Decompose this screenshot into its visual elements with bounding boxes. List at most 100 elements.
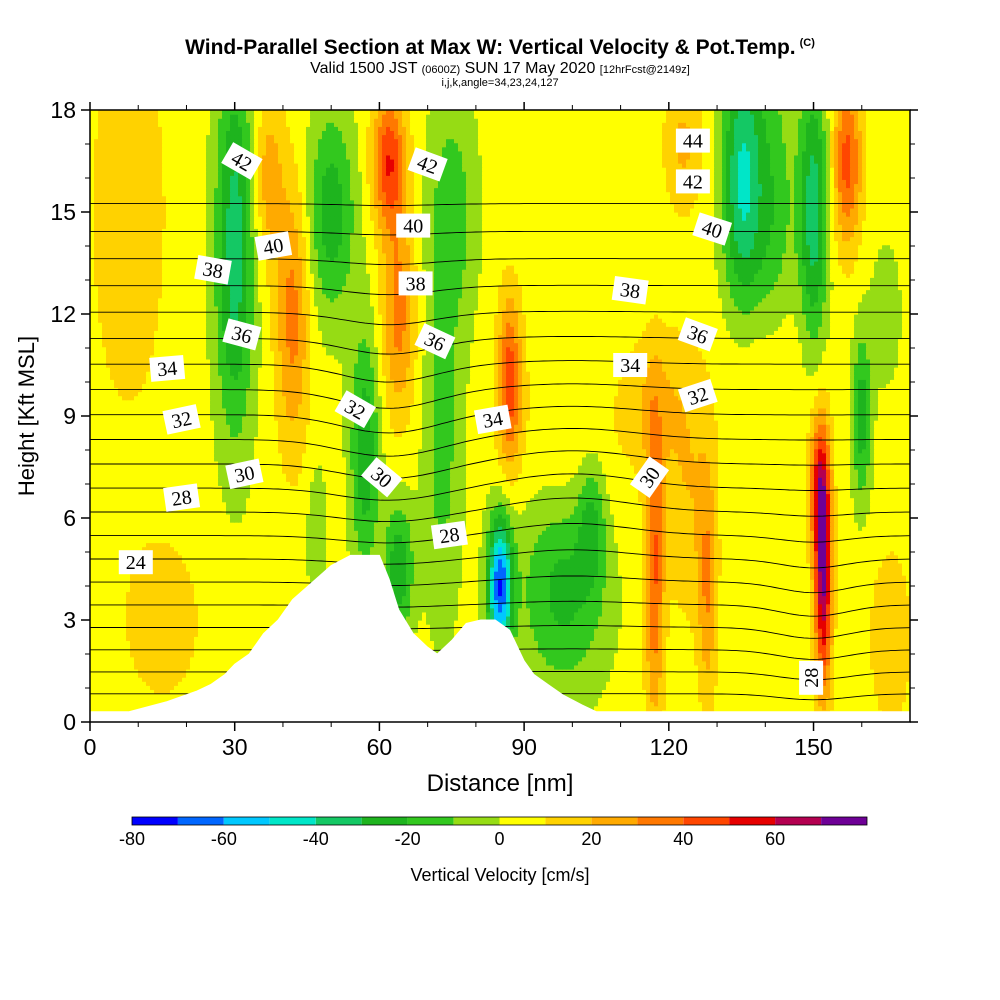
velocity-cell	[182, 656, 187, 662]
velocity-cell	[902, 685, 907, 690]
velocity-cell	[226, 640, 231, 646]
velocity-cell	[758, 668, 763, 674]
velocity-cell	[726, 628, 731, 633]
velocity-cell	[734, 685, 739, 690]
velocity-cell	[166, 632, 171, 637]
velocity-cell	[578, 644, 583, 650]
velocity-cell	[166, 697, 171, 703]
velocity-cell	[690, 701, 695, 707]
velocity-cell	[870, 660, 875, 666]
velocity-cell	[630, 632, 635, 637]
velocity-cell	[150, 620, 155, 625]
velocity-cell	[878, 689, 883, 695]
velocity-cell	[442, 632, 447, 637]
velocity-cell	[698, 624, 703, 629]
velocity-cell	[118, 689, 123, 695]
velocity-cell	[790, 660, 795, 666]
velocity-cell	[750, 624, 755, 629]
velocity-cell	[150, 660, 155, 666]
velocity-cell	[202, 652, 207, 658]
velocity-cell	[706, 652, 711, 658]
velocity-cell	[422, 632, 427, 637]
velocity-cell	[902, 660, 907, 666]
velocity-cell	[886, 628, 891, 633]
velocity-cell	[438, 644, 443, 650]
velocity-cell	[878, 652, 883, 658]
velocity-cell	[714, 668, 719, 674]
velocity-cell	[518, 648, 523, 654]
velocity-cell	[118, 685, 123, 690]
velocity-cell	[134, 664, 139, 670]
velocity-cell	[754, 685, 759, 690]
velocity-cell	[550, 664, 555, 670]
velocity-cell	[202, 648, 207, 654]
velocity-cell	[738, 701, 743, 707]
velocity-cell	[606, 656, 611, 662]
velocity-cell	[606, 652, 611, 658]
velocity-cell	[878, 644, 883, 650]
velocity-cell	[746, 697, 751, 703]
velocity-cell	[898, 668, 903, 674]
velocity-cell	[530, 652, 535, 658]
velocity-cell	[226, 664, 231, 670]
velocity-cell	[866, 644, 871, 650]
velocity-cell	[870, 681, 875, 686]
velocity-cell	[890, 652, 895, 658]
velocity-cell	[790, 652, 795, 658]
velocity-cell	[758, 644, 763, 650]
velocity-cell	[718, 628, 723, 633]
velocity-cell	[654, 656, 659, 662]
velocity-cell	[218, 620, 223, 625]
velocity-cell	[770, 648, 775, 654]
velocity-cell	[750, 689, 755, 695]
velocity-cell	[446, 640, 451, 646]
velocity-cell	[102, 620, 107, 625]
velocity-cell	[594, 644, 599, 650]
velocity-cell	[158, 644, 163, 650]
velocity-cell	[114, 636, 119, 641]
velocity-cell	[822, 632, 827, 637]
velocity-cell	[762, 656, 767, 662]
velocity-cell	[230, 624, 235, 629]
velocity-cell	[614, 677, 619, 682]
velocity-cell	[90, 689, 95, 695]
velocity-cell	[842, 668, 847, 674]
velocity-cell	[890, 701, 895, 707]
velocity-cell	[774, 693, 779, 699]
velocity-cell	[782, 701, 787, 707]
velocity-cell	[694, 705, 699, 711]
velocity-cell	[110, 644, 115, 650]
velocity-cell	[858, 628, 863, 633]
velocity-cell	[138, 644, 143, 650]
velocity-cell	[642, 644, 647, 650]
velocity-cell	[846, 689, 851, 695]
velocity-cell	[614, 681, 619, 686]
velocity-cell	[594, 705, 599, 711]
velocity-cell	[198, 652, 203, 658]
velocity-cell	[238, 648, 243, 654]
velocity-cell	[706, 697, 711, 703]
velocity-cell	[594, 664, 599, 670]
velocity-cell	[774, 664, 779, 670]
velocity-cell	[110, 632, 115, 637]
velocity-cell	[118, 697, 123, 703]
velocity-cell	[566, 644, 571, 650]
velocity-cell	[670, 668, 675, 674]
velocity-cell	[142, 685, 147, 690]
velocity-cell	[846, 628, 851, 633]
velocity-cell	[794, 640, 799, 646]
velocity-cell	[654, 668, 659, 674]
velocity-cell	[102, 681, 107, 686]
velocity-cell	[574, 644, 579, 650]
velocity-cell	[890, 644, 895, 650]
velocity-cell	[782, 673, 787, 678]
velocity-cell	[702, 624, 707, 629]
velocity-cell	[550, 656, 555, 662]
velocity-cell	[602, 640, 607, 646]
velocity-cell	[758, 632, 763, 637]
velocity-cell	[550, 632, 555, 637]
velocity-cell	[798, 644, 803, 650]
velocity-cell	[738, 652, 743, 658]
velocity-cell	[866, 652, 871, 658]
